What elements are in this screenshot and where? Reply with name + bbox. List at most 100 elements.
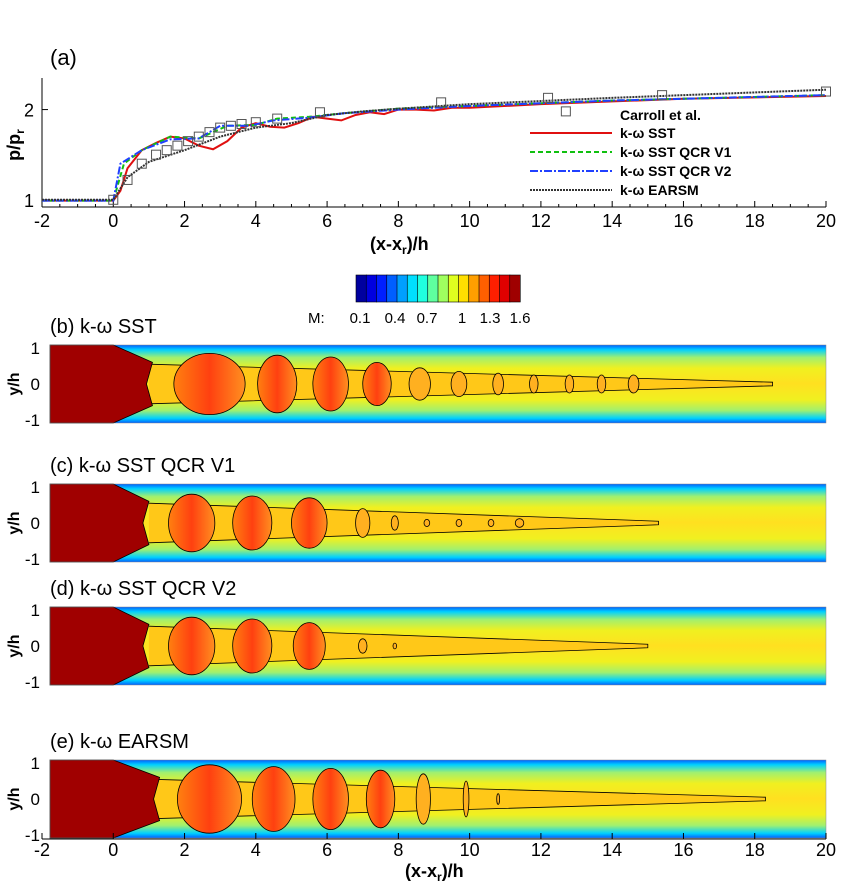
x-tick-label: 16 [673, 211, 693, 231]
experiment-marker [543, 92, 554, 103]
shock-cell [312, 356, 349, 412]
y-tick-label: 0 [31, 637, 40, 656]
legend-label-1: k-ω SST QCR V1 [620, 144, 732, 160]
y-tick-label: 2 [24, 101, 34, 121]
colorbar-band [396, 274, 408, 303]
experiment-marker [436, 97, 447, 108]
potential-core [49, 759, 161, 839]
x-tick-label: 14 [602, 211, 622, 231]
legend-label-experiment: Carroll et al. [620, 107, 701, 123]
colorbar-tick: 0.7 [417, 310, 438, 327]
shock-cell [355, 508, 371, 538]
colorbar: M: 0.1 0.4 0.7 1 1.3 1.6 [308, 274, 531, 327]
contour-panel-e: (e) k-ω EARSM y/h 1 0 -1 [6, 731, 827, 845]
x-tick-label: 18 [745, 840, 765, 860]
y-tick-label: -1 [25, 673, 40, 692]
shock-cell [529, 374, 539, 394]
x-tick-label: 20 [816, 211, 836, 231]
contour-panel-d: (d) k-ω SST QCR V2 y/h 1 0 -1 [6, 578, 827, 692]
y-axis-label: y/h [6, 372, 23, 395]
potential-core [49, 344, 153, 424]
contour-panel-c: (c) k-ω SST QCR V1 y/h 1 0 -1 [6, 455, 827, 569]
x-tick-label: 2 [180, 840, 190, 860]
shock-cell [423, 519, 431, 528]
y-axis-label: p/pr [4, 129, 27, 161]
shock-cell [390, 515, 399, 531]
shock-cell [257, 354, 298, 414]
x-axis-label: (x-xr)/h [370, 234, 429, 257]
y-tick-label: -1 [25, 411, 40, 430]
experiment-marker [122, 174, 133, 185]
panel-title: (e) k-ω EARSM [50, 731, 189, 753]
jet-core-contour [148, 502, 659, 544]
experiment-marker [272, 113, 283, 124]
shock-cell [232, 618, 273, 674]
bottom-x-axis-label: (x-xr)/h [405, 861, 464, 884]
x-axis-label-sub: r [402, 243, 407, 257]
colorbar-tick: 0.4 [385, 310, 406, 327]
panel-border [49, 483, 827, 563]
y-tick-label: 1 [24, 191, 34, 211]
y-axis-label: y/h [6, 511, 23, 534]
x-tick-label: 10 [460, 840, 480, 860]
experiment-marker [193, 131, 204, 142]
x-tick-label: 0 [108, 840, 118, 860]
experiment-marker [183, 136, 194, 147]
shock-cell [408, 367, 431, 401]
panel-title: (c) k-ω SST QCR V1 [50, 455, 235, 477]
pressure-plot: (a) p/pr (x-xr)/h -2 0 2 4 6 8 10 12 14 16 18 2012 … [4, 45, 836, 257]
experiment-marker [204, 127, 215, 138]
shock-cell [462, 780, 470, 818]
colorbar-band [437, 274, 449, 303]
experiment-marker [657, 90, 668, 101]
y-tick-label: -1 [25, 826, 40, 845]
experiment-marker [172, 140, 183, 151]
x-axis-label-tail: )/h [407, 234, 429, 254]
y-tick-label: 1 [31, 339, 40, 358]
x-tick-label: 18 [745, 211, 765, 231]
colorbar-band [417, 274, 429, 303]
shock-cell [415, 773, 431, 825]
colorbar-band [365, 274, 378, 303]
jet-core-contour [148, 625, 649, 667]
panel-title: (b) k-ω SST [50, 316, 157, 338]
panel-border [49, 759, 827, 839]
y-tick-label: 1 [31, 754, 40, 773]
shock-cell [627, 374, 640, 394]
legend-label-2: k-ω SST QCR V2 [620, 163, 732, 179]
x-tick-label: 2 [180, 211, 190, 231]
jet-core-contour [148, 778, 766, 820]
x-tick-label: 10 [460, 211, 480, 231]
shock-cell [292, 622, 326, 670]
legend-marker-experiment [560, 106, 571, 117]
colorbar-band [406, 274, 419, 303]
x-tick-label: 20 [816, 840, 836, 860]
y-axis-label: y/h [6, 787, 23, 810]
y-tick-label: -1 [25, 550, 40, 569]
shock-cell [168, 493, 216, 553]
shock-cell [564, 374, 575, 394]
experiment-marker [215, 122, 226, 133]
colorbar-tick: 1.6 [510, 310, 531, 327]
experiment-marker [108, 194, 119, 205]
legend-label-3: k-ω EARSM [620, 182, 699, 198]
shock-cell [168, 616, 216, 676]
y-tick-label: 0 [31, 375, 40, 394]
colorbar-tick: 1.3 [480, 310, 501, 327]
shock-cell [291, 497, 328, 549]
colorbar-band [447, 274, 460, 303]
colorbar-band [509, 274, 521, 303]
shock-cell [496, 793, 500, 805]
x-tick-label: 12 [531, 840, 551, 860]
shock-cell [177, 764, 242, 834]
shock-cell [596, 374, 607, 394]
shock-cell [312, 768, 349, 831]
x-tick-label: -2 [34, 840, 50, 860]
potential-core [49, 483, 150, 563]
x-tick-label: 4 [251, 840, 261, 860]
panel-label-a: (a) [50, 45, 77, 70]
series-line-3 [42, 88, 827, 201]
shock-cell [362, 361, 392, 406]
colorbar-band [355, 274, 367, 303]
y-tick-label: 0 [31, 790, 40, 809]
